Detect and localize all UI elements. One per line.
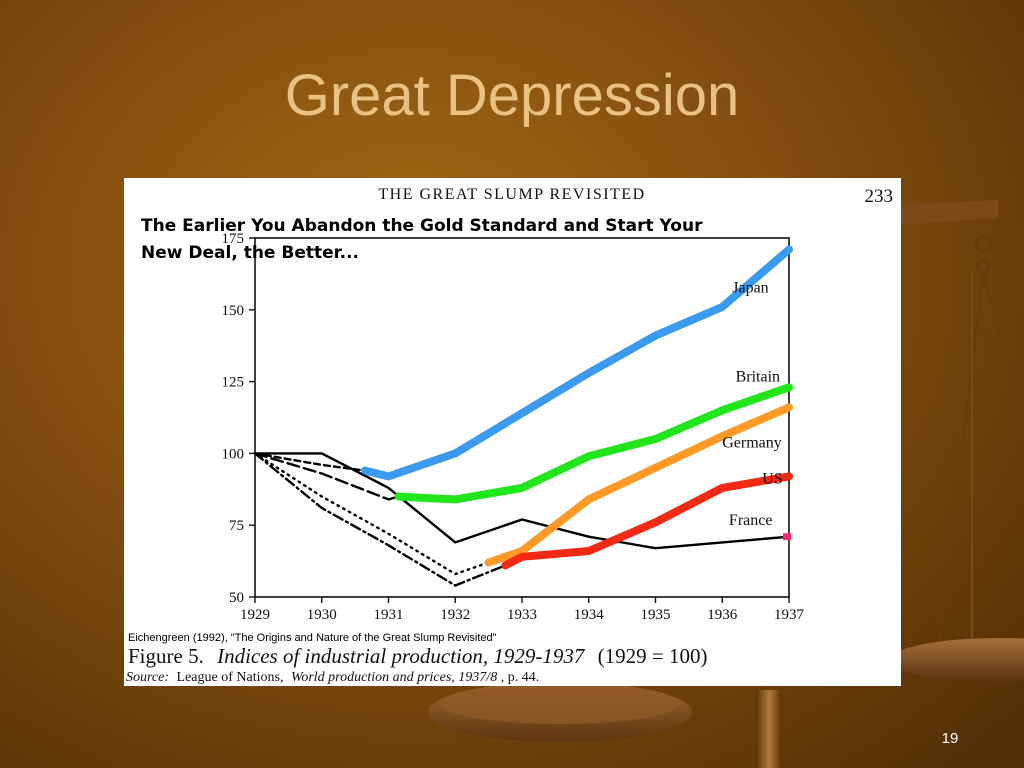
series-line-shortdash (253, 452, 367, 472)
overlay-caption-line2: New Deal, the Better... (141, 243, 359, 263)
y-tick-label: 150 (222, 303, 245, 319)
figure-panel: THE GREAT SLUMP REVISITED 233 50 75 100 125… (124, 178, 901, 686)
series-line-germany (484, 403, 793, 567)
x-tick-label: 1937 (774, 607, 805, 623)
x-tick-label: 1932 (440, 607, 470, 623)
x-tick-label: 1930 (307, 607, 337, 623)
overlay-caption-line1: The Earlier You Abandon the Gold Standar… (141, 216, 703, 236)
source-title: World production and prices, 1937/8 (291, 670, 497, 685)
series-line-japan (361, 245, 793, 481)
x-tick-label: 1935 (641, 607, 671, 623)
x-tick-label: 1933 (507, 607, 537, 623)
figure-label: Figure 5. (128, 644, 204, 668)
x-tick-label: 1936 (707, 607, 738, 623)
series-line-france (253, 452, 791, 550)
x-tick-label: 1929 (240, 607, 270, 623)
series-label-japan: Japan (732, 280, 768, 297)
series-label-britain: Britain (736, 369, 780, 386)
figure-caption: Figure 5. Indices of industrial producti… (128, 644, 707, 668)
series-label-germany: Germany (722, 435, 782, 452)
series-line-britain (394, 383, 793, 504)
figure-note: (1929 = 100) (598, 644, 708, 668)
series-line-us (501, 472, 793, 570)
series-label-france: France (729, 512, 773, 529)
slide-title: Great Depression (284, 63, 740, 128)
source-suffix: , p. 44. (501, 670, 540, 685)
book-header: THE GREAT SLUMP REVISITED (378, 186, 645, 203)
series-line-dotted (253, 452, 490, 576)
y-tick-label: 125 (222, 375, 245, 391)
plot-area: 50 75 100 125 150 175 1929 1930 1931 1932 1933 1934… (222, 231, 805, 623)
y-tick-label: 100 (222, 446, 245, 462)
y-tick-label: 50 (229, 590, 244, 606)
figure-title: Indices of industrial production, 1929-1… (216, 644, 586, 668)
source-label: Source: (126, 670, 169, 685)
figure-source: Source: League of Nations, World product… (126, 670, 539, 685)
series-line-dashdot (253, 452, 507, 587)
series-label-us: US (762, 471, 782, 488)
y-tick-label: 75 (229, 518, 244, 534)
slide-number: 19 (941, 730, 959, 747)
book-page-number: 233 (865, 186, 894, 207)
x-tick-label: 1931 (374, 607, 404, 623)
line-chart: THE GREAT SLUMP REVISITED 233 50 75 100 125… (126, 186, 894, 685)
source-prefix: League of Nations, (177, 670, 284, 685)
series-line-longdash (253, 452, 400, 501)
citation: Eichengreen (1992), "The Origins and Nat… (128, 632, 497, 644)
x-tick-label: 1934 (574, 607, 605, 623)
y-tick-label: 175 (222, 231, 245, 247)
